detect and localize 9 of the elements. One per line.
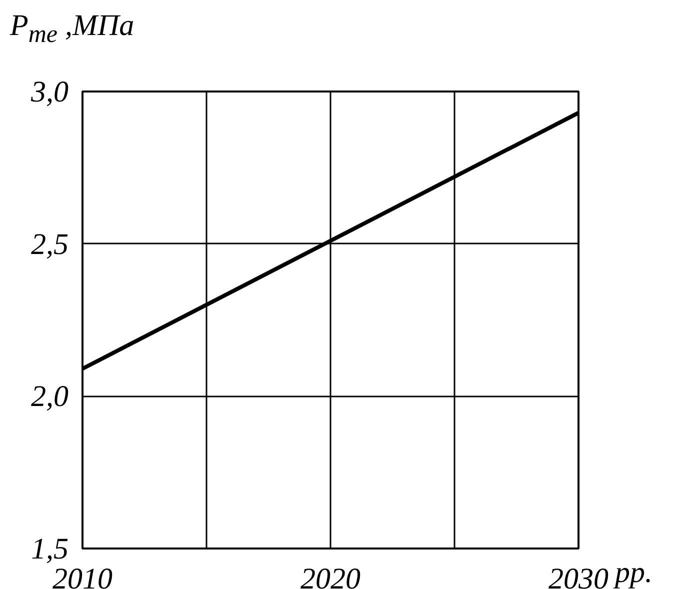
- x-tick-label: 2030: [548, 562, 608, 589]
- y-axis-title: P$_{me}$ ,МПа: [10, 8, 134, 50]
- y-tick-label: 2,0: [31, 380, 68, 414]
- x-axis-title: рр.: [615, 555, 652, 589]
- x-tick-label: 2010: [52, 562, 112, 589]
- y-tick-label: 3,0: [30, 76, 68, 108]
- x-tick-label: 2020: [300, 562, 360, 589]
- y-tick-label: 1,5: [31, 532, 68, 566]
- y-tick-label: 2,5: [31, 228, 68, 261]
